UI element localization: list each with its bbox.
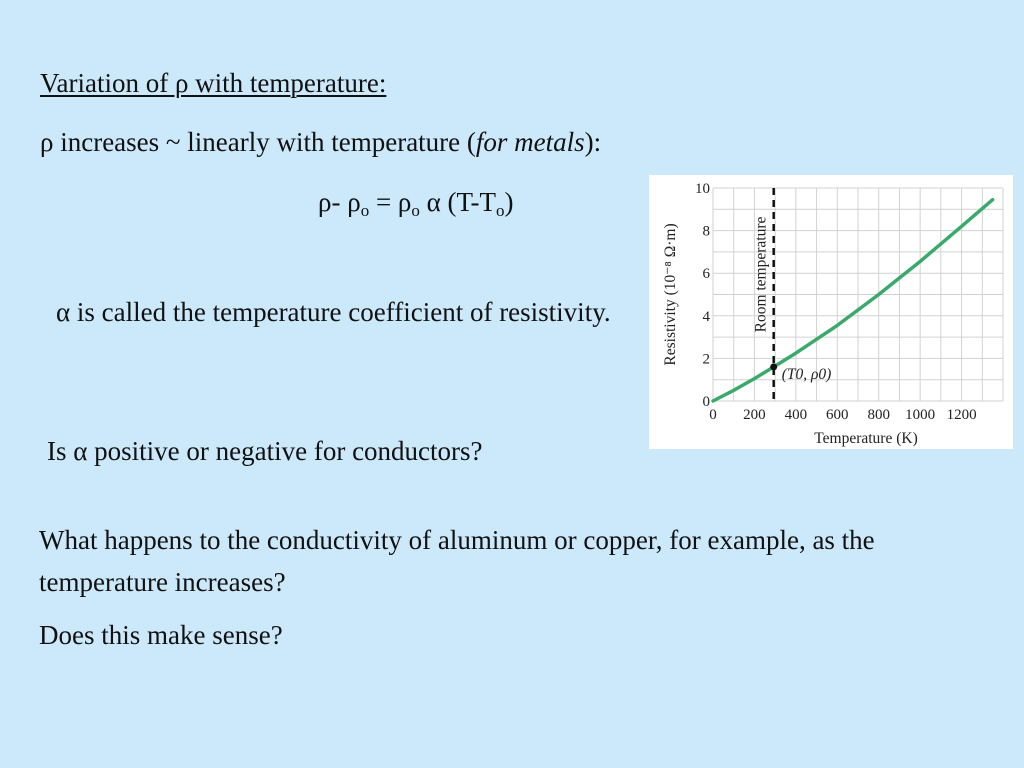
room-temperature-reference: Room temperature [753, 188, 775, 401]
x-tick-label: 1200 [947, 407, 977, 423]
formula-subscript: o [496, 201, 505, 220]
formula-part: = ρ [369, 187, 412, 217]
resistivity-curve [711, 197, 995, 403]
x-axis-title: Temperature (K) [814, 430, 917, 447]
y-axis-title: Resistivity (10⁻⁸ Ω·m) [662, 223, 679, 365]
formula-part: ρ- ρ [318, 187, 361, 217]
y-tick-label: 8 [703, 224, 711, 240]
y-tick-label: 6 [703, 266, 711, 282]
x-tick-label: 800 [867, 407, 890, 423]
x-tick-label: 600 [826, 407, 849, 423]
x-tick-label: 200 [743, 407, 766, 423]
y-tick-label: 2 [703, 351, 711, 367]
question-conductivity: What happens to the conductivity of alum… [39, 525, 875, 597]
room-temperature-label: Room temperature [753, 216, 770, 332]
chart-grid [712, 187, 1004, 402]
formula-part: α (T-T [419, 187, 497, 217]
formula-part: ) [504, 187, 514, 217]
slide-heading: Variation of ρ with temperature: [40, 68, 387, 98]
x-tick-label: 400 [785, 407, 808, 423]
rho-statement: ρ increases ~ linearly with temperature … [40, 126, 601, 158]
chart-ticks: 0 200 400 600 800 1000 1200 0 2 4 6 8 10 [695, 181, 977, 423]
rho-statement-end: ): [584, 127, 602, 157]
question-alpha-sign: Is α positive or negative for conductors… [47, 436, 483, 466]
y-tick-label: 4 [703, 309, 711, 325]
resistivity-formula: ρ- ρo = ρo α (T-To) [318, 186, 514, 220]
for-metals-text: for metals [475, 127, 585, 157]
chart-labels: Temperature (K) Resistivity (10⁻⁸ Ω·m) (T0… [662, 223, 918, 447]
reference-point [770, 363, 778, 371]
formula-subscript: o [360, 201, 370, 220]
resistivity-chart: 0 200 400 600 800 1000 1200 0 2 4 6 8 10 Room temper… [649, 175, 1013, 449]
reference-point-label: (T0, ρ0) [782, 366, 832, 383]
rho-statement-text: ρ increases ~ linearly with temperature … [40, 127, 476, 157]
alpha-definition: α is called the temperature coefficient … [56, 297, 611, 327]
chart-series [711, 197, 995, 403]
question-make-sense: Does this make sense? [39, 620, 283, 650]
x-tick-label: 0 [709, 407, 717, 423]
y-tick-label: 0 [703, 394, 711, 410]
resistivity-chart-svg: 0 200 400 600 800 1000 1200 0 2 4 6 8 10 Room temper… [662, 181, 1004, 447]
x-tick-label: 1000 [905, 407, 935, 423]
formula-subscript: o [411, 201, 420, 220]
y-tick-label: 10 [695, 181, 710, 197]
